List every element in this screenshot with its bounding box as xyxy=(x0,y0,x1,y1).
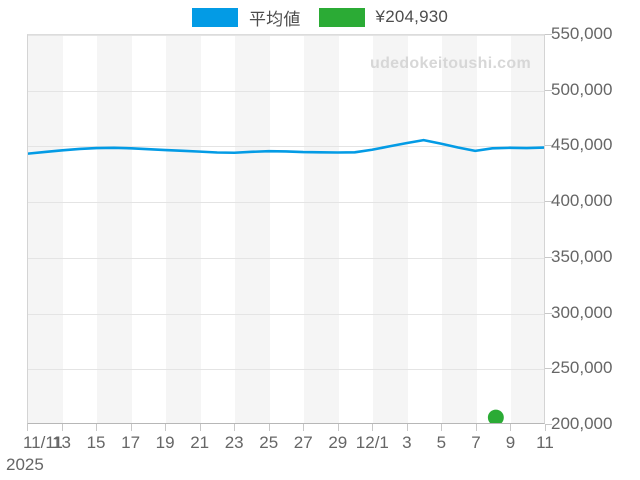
legend-item-average[interactable]: 平均値 xyxy=(191,5,301,30)
x-tick-mark xyxy=(407,424,408,431)
y-tick-label: 250,000 xyxy=(551,358,613,378)
y-tick-mark xyxy=(545,201,552,202)
y-tick-mark xyxy=(545,34,552,35)
average-line-path xyxy=(28,138,544,155)
x-tick-label: 21 xyxy=(190,433,210,452)
chart-legend: 平均値 ¥204,930 xyxy=(0,0,640,34)
x-tick-label: 9 xyxy=(505,433,516,452)
background-band xyxy=(373,35,408,423)
x-tick-mark xyxy=(234,424,235,431)
background-band xyxy=(166,35,201,423)
x-tick-mark xyxy=(372,424,373,431)
legend-label-average: 平均値 xyxy=(248,9,301,29)
legend-label-price: ¥204,930 xyxy=(375,7,449,26)
price-point-marker[interactable] xyxy=(487,409,504,423)
x-tick-mark xyxy=(27,424,28,431)
x-tick-mark xyxy=(269,424,270,431)
gridline xyxy=(28,146,544,147)
y-tick-mark xyxy=(545,257,552,258)
x-tick-mark xyxy=(510,424,511,431)
x-tick-mark xyxy=(96,424,97,431)
x-tick-mark xyxy=(545,424,546,431)
x-tick-mark xyxy=(338,424,339,431)
x-tick-label: 29 xyxy=(328,433,348,452)
legend-item-price[interactable]: ¥204,930 xyxy=(318,7,449,27)
x-tick-label: 17 xyxy=(121,433,141,452)
background-band xyxy=(28,35,63,423)
y-tick-label: 450,000 xyxy=(551,135,613,155)
x-tick-label: 25 xyxy=(259,433,279,452)
x-tick-label: 5 xyxy=(436,433,447,452)
horizontal-gridlines xyxy=(28,35,544,423)
x-tick-label: 12/1 xyxy=(355,433,389,452)
x-tick-mark xyxy=(476,424,477,431)
legend-swatch-average xyxy=(191,7,238,27)
y-tick-label: 550,000 xyxy=(551,24,613,43)
background-band xyxy=(304,35,339,423)
x-tick-label: 3 xyxy=(402,433,412,452)
y-tick-label: 400,000 xyxy=(551,191,613,211)
x-tick-mark xyxy=(303,424,304,431)
x-tick-label: 27 xyxy=(293,433,313,452)
x-tick-label: 7 xyxy=(471,433,481,452)
x-tick-label: 11/11 xyxy=(22,433,64,452)
x-tick-label: 23 xyxy=(224,433,244,452)
x-tick-mark xyxy=(165,424,166,431)
y-tick-label: 500,000 xyxy=(551,79,613,99)
y-tick-mark xyxy=(545,424,552,425)
chart-plot-area[interactable]: udedokeitoushi.com xyxy=(27,34,545,424)
x-tick-label: 11 xyxy=(536,433,554,452)
y-tick-mark xyxy=(545,313,552,314)
alternating-background-bands xyxy=(28,35,544,423)
background-band xyxy=(511,35,544,423)
background-band xyxy=(235,35,270,423)
series-canvas xyxy=(28,138,544,423)
gridline xyxy=(28,202,544,203)
background-band xyxy=(97,35,132,423)
y-tick-label: 300,000 xyxy=(551,302,613,322)
y-tick-mark xyxy=(545,90,552,91)
gridline xyxy=(28,258,544,259)
site-watermark: udedokeitoushi.com xyxy=(370,55,531,72)
y-tick-mark xyxy=(545,145,552,146)
x-tick-label: 19 xyxy=(155,433,175,452)
gridline xyxy=(28,369,544,370)
gridline xyxy=(28,314,544,315)
x-tick-mark xyxy=(441,424,442,431)
x-axis-year-label: 2025 xyxy=(6,455,44,474)
gridline xyxy=(28,91,544,92)
legend-swatch-price xyxy=(318,7,365,27)
x-tick-mark xyxy=(200,424,201,431)
gridline xyxy=(28,35,544,36)
x-tick-label: 15 xyxy=(86,433,106,452)
x-tick-mark xyxy=(131,424,132,431)
y-tick-label: 350,000 xyxy=(551,246,613,266)
x-tick-mark xyxy=(62,424,63,431)
y-tick-label: 200,000 xyxy=(551,414,613,433)
background-band xyxy=(442,35,477,423)
y-tick-mark xyxy=(545,368,552,369)
x-tick-label: 13 xyxy=(52,433,71,452)
